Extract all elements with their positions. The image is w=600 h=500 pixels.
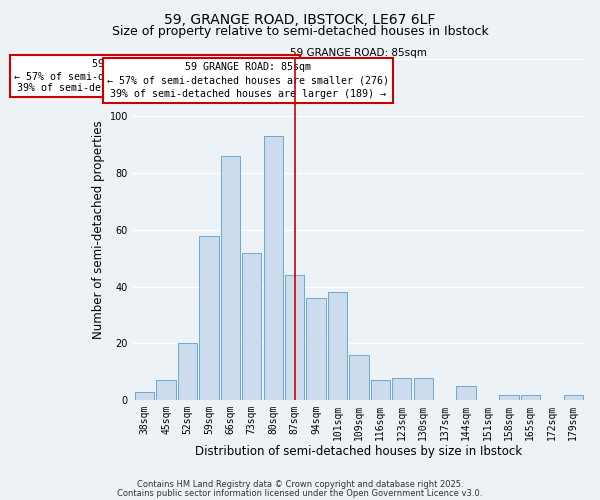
Bar: [392, 378, 412, 400]
X-axis label: Distribution of semi-detached houses by size in Ibstock: Distribution of semi-detached houses by …: [196, 444, 523, 458]
Text: 59 GRANGE ROAD: 85sqm: 59 GRANGE ROAD: 85sqm: [290, 48, 427, 58]
Bar: [328, 292, 347, 400]
Text: Contains HM Land Registry data © Crown copyright and database right 2025.: Contains HM Land Registry data © Crown c…: [137, 480, 463, 489]
Bar: [285, 276, 304, 400]
Text: Contains public sector information licensed under the Open Government Licence v3: Contains public sector information licen…: [118, 488, 482, 498]
Bar: [371, 380, 390, 400]
Y-axis label: Number of semi-detached properties: Number of semi-detached properties: [92, 120, 106, 339]
Bar: [242, 252, 262, 400]
Bar: [199, 236, 218, 400]
Bar: [457, 386, 476, 400]
Bar: [307, 298, 326, 400]
Text: Size of property relative to semi-detached houses in Ibstock: Size of property relative to semi-detach…: [112, 25, 488, 38]
Bar: [563, 394, 583, 400]
Bar: [349, 355, 368, 400]
Bar: [135, 392, 154, 400]
Bar: [521, 394, 540, 400]
Bar: [413, 378, 433, 400]
Text: 59, GRANGE ROAD, IBSTOCK, LE67 6LF: 59, GRANGE ROAD, IBSTOCK, LE67 6LF: [164, 12, 436, 26]
Bar: [221, 156, 240, 400]
Bar: [499, 394, 518, 400]
Text: 59 GRANGE ROAD: 85sqm
← 57% of semi-detached houses are smaller (276)
39% of sem: 59 GRANGE ROAD: 85sqm ← 57% of semi-deta…: [107, 62, 389, 98]
Text: 59 GRANGE ROAD: 85sqm
← 57% of semi-detached houses are smaller (276)
39% of sem: 59 GRANGE ROAD: 85sqm ← 57% of semi-deta…: [14, 60, 296, 92]
Bar: [178, 344, 197, 400]
Bar: [263, 136, 283, 400]
Bar: [157, 380, 176, 400]
